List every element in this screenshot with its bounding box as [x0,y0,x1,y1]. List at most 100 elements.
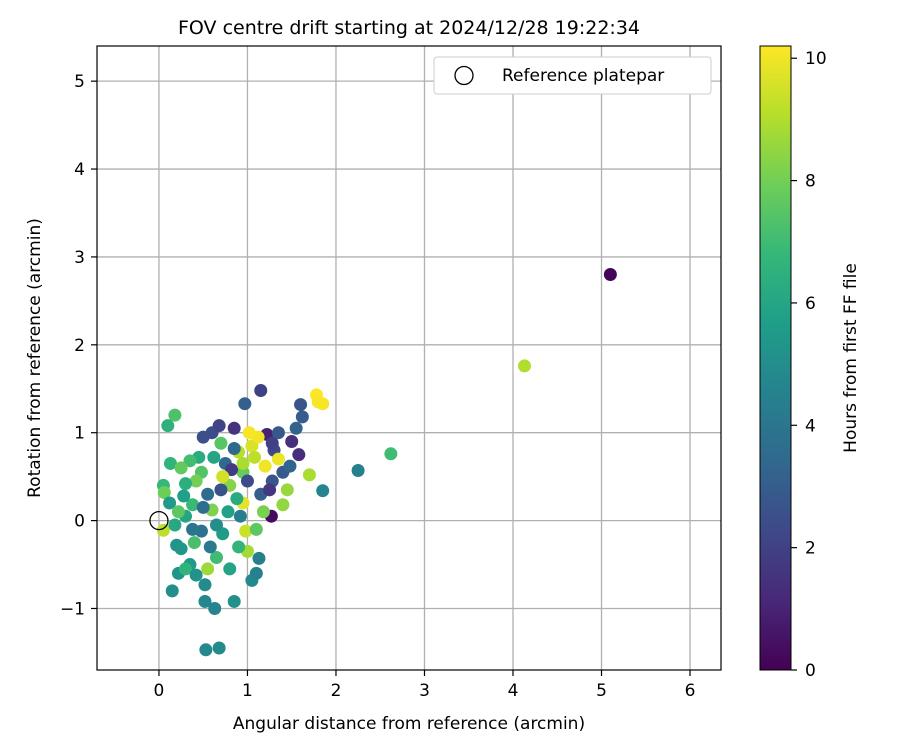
data-point [165,584,179,598]
data-point [294,398,308,412]
data-point [249,566,263,580]
data-point [280,483,294,497]
data-point [254,384,268,398]
data-point [174,542,188,556]
data-point [216,470,230,484]
data-point [163,456,177,470]
x-tick-label: 6 [685,681,696,701]
data-point [223,562,237,576]
data-point [233,509,247,523]
data-point [198,594,212,608]
data-point [209,551,223,565]
data-point [207,450,221,464]
data-point [351,463,365,477]
x-tick-label: 1 [242,681,253,701]
colorbar-tick-label: 10 [805,49,827,69]
colorbar-tick-label: 8 [805,172,816,192]
legend-box [433,56,712,95]
data-point [198,578,212,592]
data-point [214,483,228,497]
reference-marker [149,510,169,531]
data-point [189,568,203,582]
data-point [196,500,210,514]
data-point [258,459,272,473]
plot-area-frame [96,45,722,671]
data-point [174,461,188,475]
data-point [187,536,201,550]
data-point [163,496,177,510]
data-point [214,436,228,450]
data-point [201,562,215,576]
data-point [248,450,262,464]
data-point [209,518,223,532]
y-tick-label: 5 [74,72,85,92]
data-point [221,505,235,519]
data-point [289,421,303,435]
data-point [179,562,193,576]
data-point [252,551,266,565]
data-point [285,434,299,448]
data-point [292,448,306,462]
data-point [518,359,532,373]
data-point [227,442,241,456]
data-point [276,498,290,512]
data-point [157,485,171,499]
x-tick-label: 4 [508,681,519,701]
data-point [302,468,316,482]
y-axis-ticks: −1 0 1 2 3 4 5 [60,72,97,619]
data-point [199,643,213,657]
data-point [384,447,398,461]
x-axis-label: Angular distance from reference (arcmin) [233,714,585,734]
legend-open-circle-icon [454,65,474,86]
data-point [316,397,330,411]
data-point [256,505,270,519]
data-point [227,421,241,435]
data-point [283,459,297,473]
data-point [230,492,244,506]
data-point [186,498,200,512]
y-tick-label: 3 [74,248,85,268]
data-point [212,419,226,433]
data-point [295,410,309,424]
y-tick-label: −1 [60,599,85,619]
data-point [263,483,277,497]
y-tick-label: 1 [74,424,85,444]
y-tick-label: 0 [74,512,85,532]
y-axis-label: Rotation from reference (arcmin) [25,218,45,498]
data-point [189,474,203,488]
data-point [236,456,250,470]
data-point [212,641,226,655]
colorbar-label: Hours from first FF file [841,263,861,453]
x-tick-label: 5 [596,681,607,701]
x-tick-label: 0 [154,681,165,701]
data-point [249,522,263,536]
data-point [177,489,191,503]
data-point [186,522,200,536]
data-point [603,268,617,282]
colorbar-tick-label: 4 [805,416,816,436]
data-point [171,505,185,519]
data-point [168,518,182,532]
data-point [227,594,241,608]
data-point [203,540,217,554]
x-tick-label: 2 [331,681,342,701]
colorbar-tick-label: 0 [805,661,816,681]
data-point [168,408,182,422]
data-point [179,477,193,491]
data-point [271,426,285,440]
colorbar-ticks: 0 2 4 6 8 10 [791,49,827,681]
data-point [232,540,246,554]
chart-title: FOV centre drift starting at 2024/12/28 … [178,17,640,39]
data-point [208,601,222,615]
data-point [265,436,279,450]
data-point [239,524,253,538]
colorbar-tick-label: 6 [805,294,816,314]
legend: Reference platepar [433,56,712,95]
data-point [271,452,285,466]
data-point [156,523,170,537]
data-point [161,419,175,433]
y-tick-label: 2 [74,336,85,356]
data-point [183,454,197,468]
grid-lines [97,46,721,670]
